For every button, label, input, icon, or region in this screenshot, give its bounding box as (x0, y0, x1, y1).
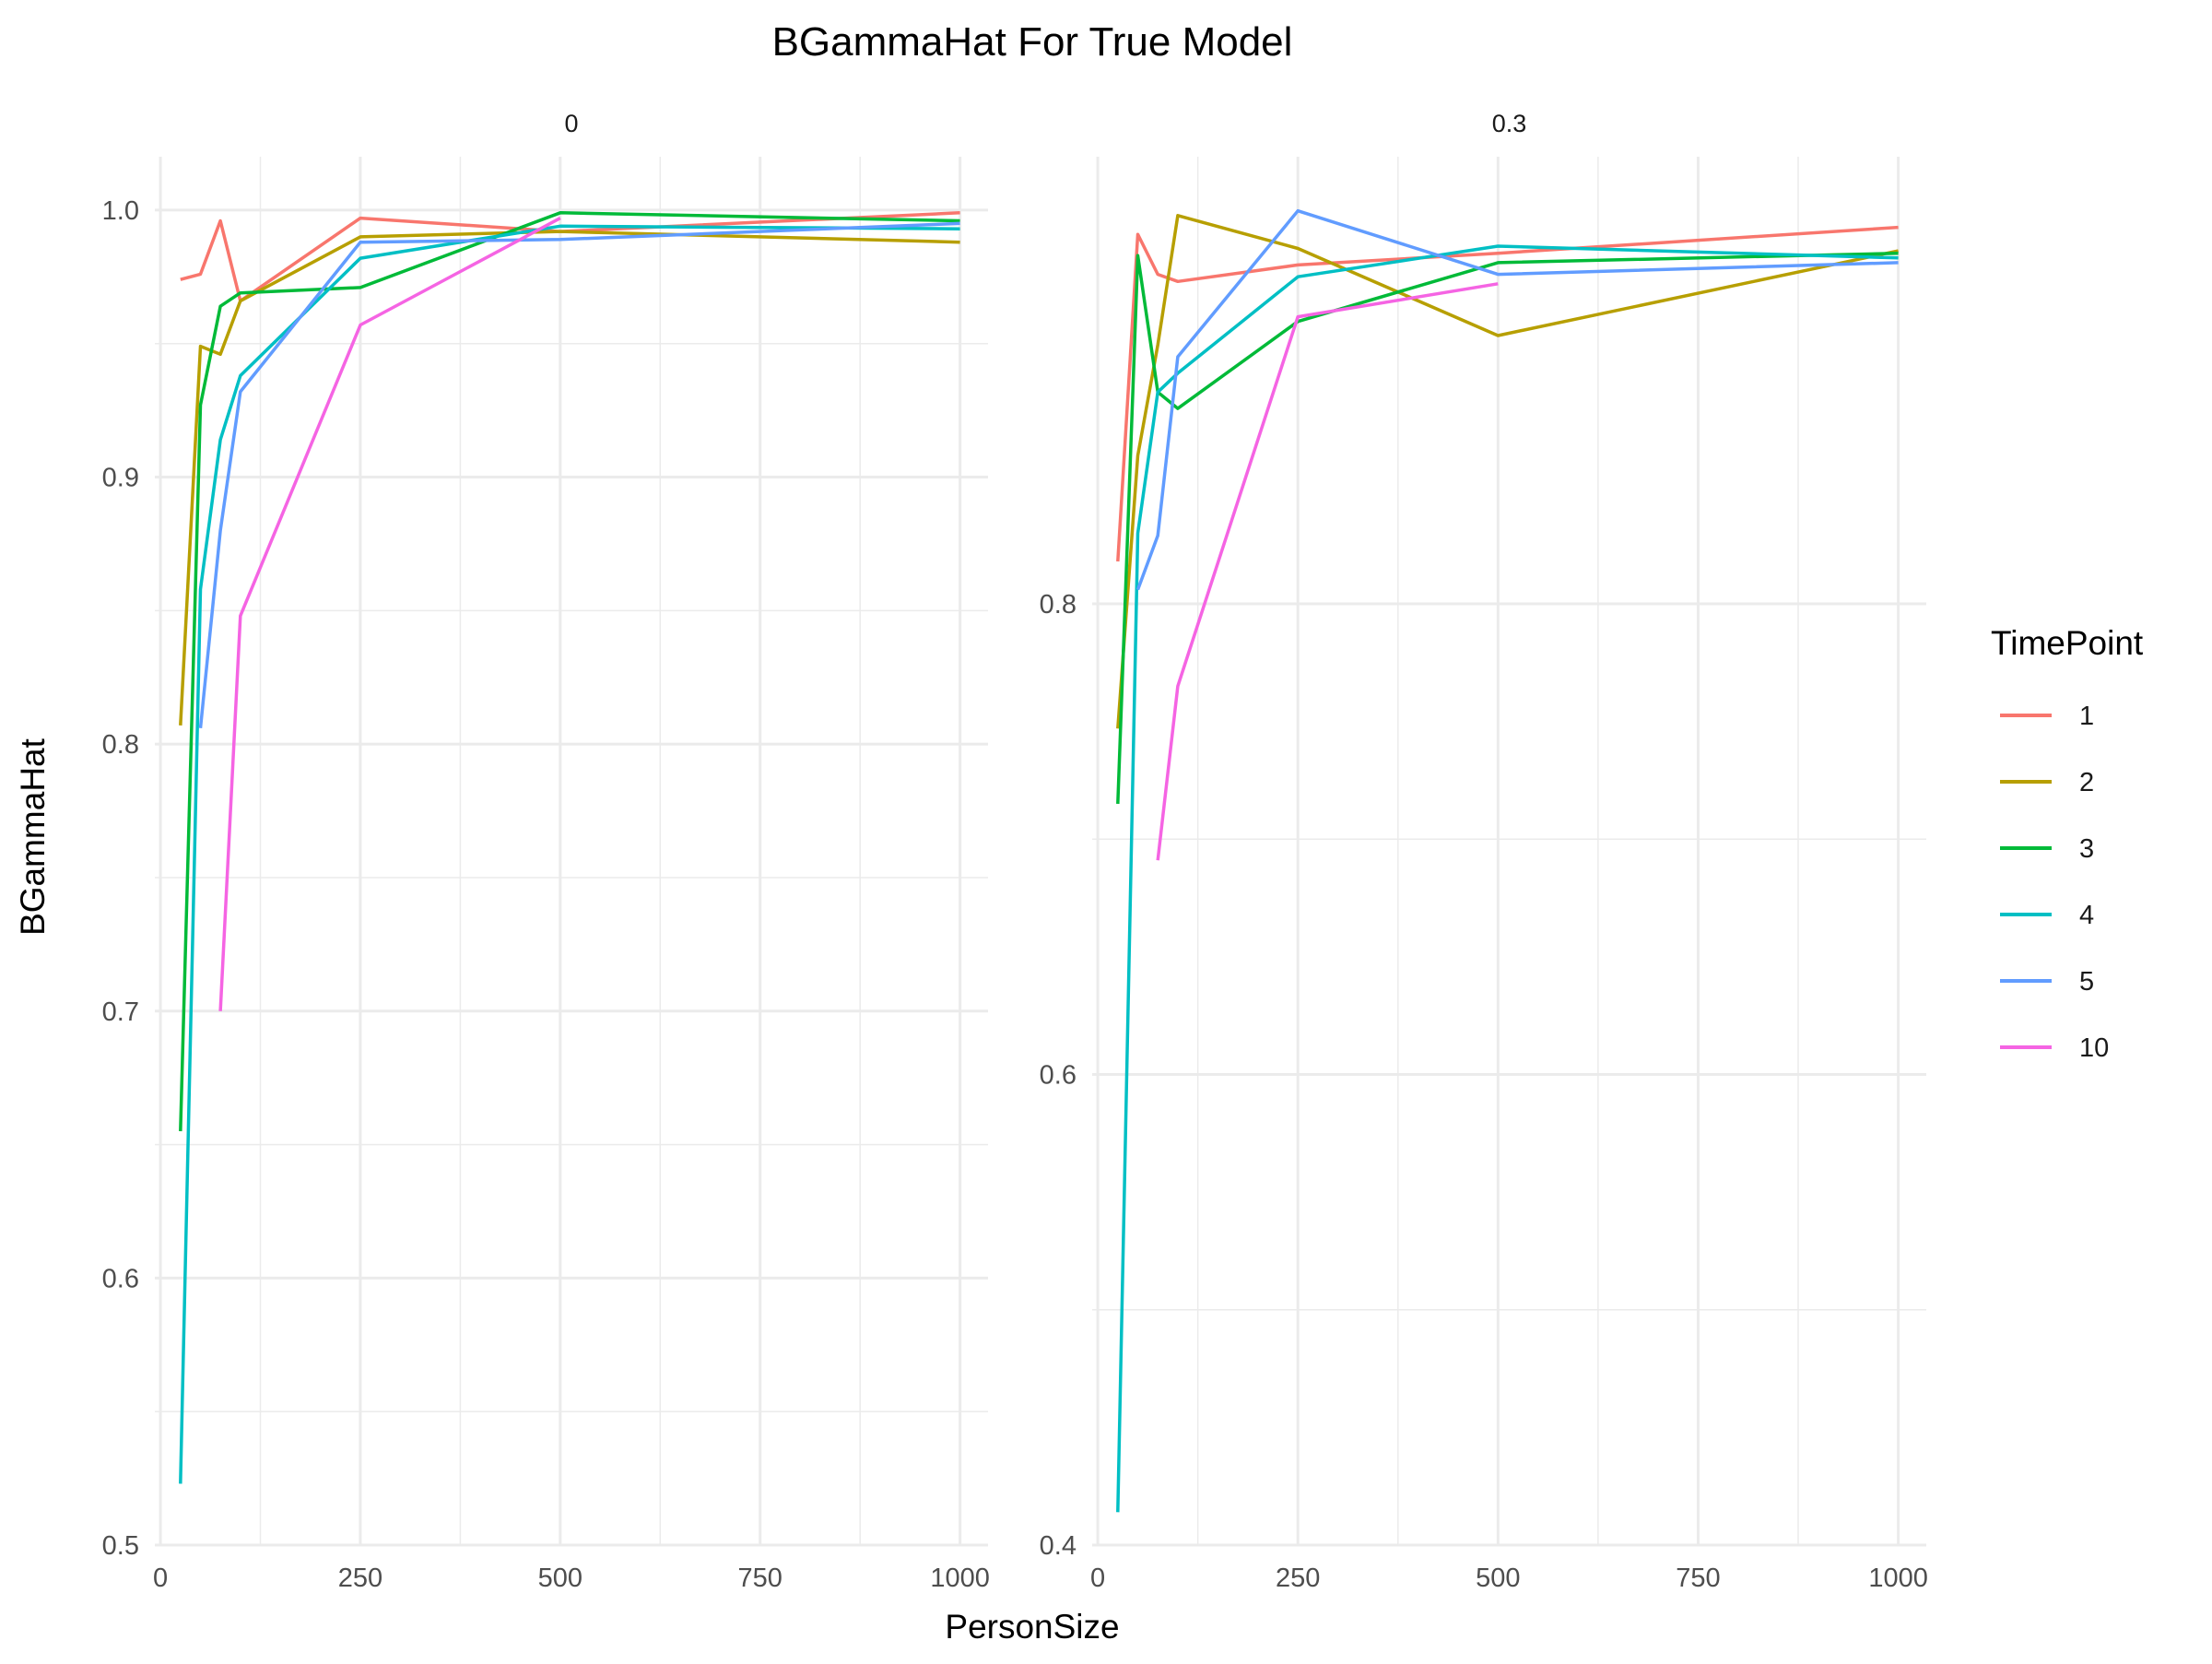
y-tick-label: 0.8 (102, 730, 139, 760)
series-line-4 (1116, 244, 1899, 1513)
x-tick-label: 500 (538, 1564, 582, 1593)
x-tick-label: 250 (1276, 1564, 1320, 1593)
x-tick-label: 1000 (1868, 1564, 1928, 1593)
x-tick-label: 500 (1476, 1564, 1520, 1593)
legend-label: 2 (2079, 768, 2094, 797)
y-tick-label: 0.7 (102, 997, 139, 1027)
facet-panel-1: 0.3 0 250 500 750 1000 0.4 0.6 0.8 (1040, 110, 1928, 1593)
series-line-1 (1116, 225, 1899, 562)
y-axis-title: BGammaHat (14, 738, 52, 936)
y-tick-label: 0.6 (102, 1264, 139, 1293)
series-line-4 (179, 224, 960, 1484)
chart-title: BGammaHat For True Model (772, 19, 1293, 65)
legend: 1 2 3 4 5 10 (2000, 702, 2109, 1063)
facet-strip-label: 0 (564, 110, 578, 137)
series-line-5 (1135, 208, 1899, 591)
series-line-3 (179, 211, 960, 1132)
x-tick-label: 250 (338, 1564, 382, 1593)
series-line-3 (1116, 251, 1899, 804)
legend-label: 10 (2079, 1033, 2109, 1063)
legend-label: 3 (2079, 834, 2094, 864)
y-tick-label: 0.5 (102, 1531, 139, 1561)
y-tick-label: 0.6 (1040, 1060, 1077, 1090)
series-line-10 (218, 217, 561, 1011)
series-line-10 (1156, 282, 1499, 861)
legend-label: 5 (2079, 967, 2094, 997)
facet-strip-label: 0.3 (1492, 110, 1527, 137)
x-tick-label: 0 (153, 1564, 168, 1593)
legend-label: 4 (2079, 901, 2094, 930)
facet-panel-0: 0 0 250 500 750 1000 0.5 0.6 0.7 0.8 0.9 1.0 (102, 110, 990, 1593)
x-axis-title: PersonSize (945, 1608, 1119, 1646)
panels: 0 0 250 500 750 1000 0.5 0.6 0.7 0.8 0.9 1.0 0.3 0 250… (102, 110, 1928, 1593)
y-tick-label: 0.8 (1040, 590, 1077, 620)
series-line-2 (1116, 214, 1899, 729)
x-tick-label: 750 (738, 1564, 782, 1593)
y-tick-label: 0.4 (1040, 1531, 1077, 1561)
legend-title: TimePoint (1991, 624, 2144, 662)
x-tick-label: 0 (1090, 1564, 1105, 1593)
y-tick-label: 1.0 (102, 196, 139, 226)
series-line-5 (198, 221, 960, 728)
x-tick-label: 750 (1676, 1564, 1720, 1593)
y-tick-label: 0.9 (102, 464, 139, 493)
x-tick-label: 1000 (930, 1564, 990, 1593)
series-line-2 (179, 230, 960, 726)
legend-label: 1 (2079, 702, 2094, 731)
